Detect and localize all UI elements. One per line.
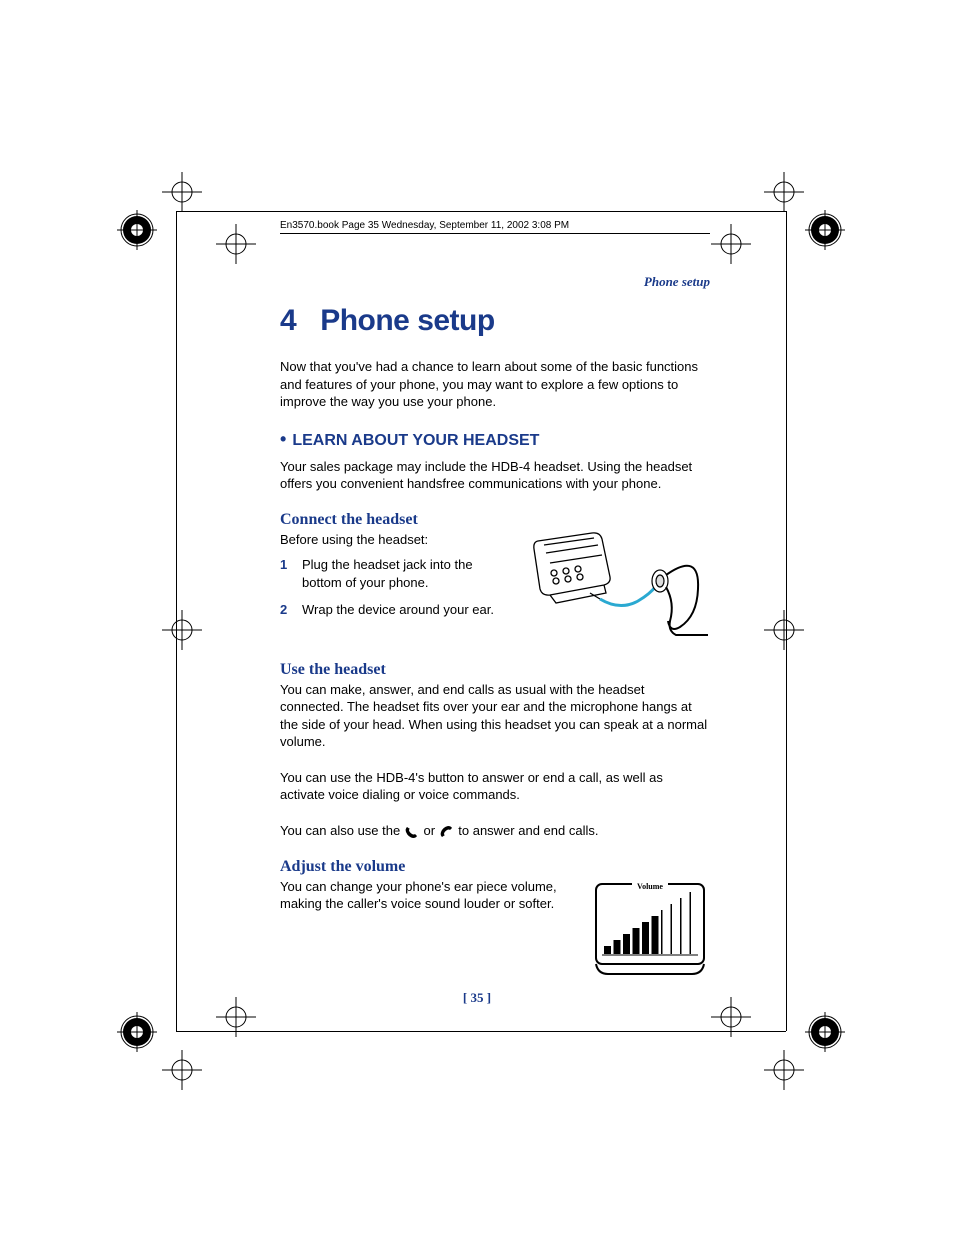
registration-target-icon [805, 210, 845, 250]
chapter-intro: Now that you've had a chance to learn ab… [280, 358, 710, 411]
list-item: 1 Plug the headset jack into the bottom o… [280, 556, 710, 591]
chapter-title-text: Phone setup [320, 304, 495, 337]
crop-line-bottom [176, 1031, 786, 1032]
crop-line-top [176, 211, 786, 212]
step-number: 2 [280, 601, 287, 619]
subsection-connect-title: Connect the headset [280, 511, 710, 529]
use-p3: You can also use the or to answer and en… [280, 822, 710, 840]
section-body: Your sales package may include the HDB-4… [280, 458, 710, 493]
imposition-header: En3570.book Page 35 Wednesday, September… [280, 220, 710, 234]
section-title: LEARN ABOUT YOUR HEADSET [292, 432, 539, 449]
registration-cross-icon [711, 224, 751, 264]
registration-cross-icon [764, 610, 804, 650]
volume-label: Volume [637, 882, 663, 891]
text-fragment: You can also use the [280, 823, 404, 838]
use-p1: You can make, answer, and end calls as u… [280, 681, 710, 751]
volume-display: Volume [590, 878, 710, 983]
registration-cross-icon [764, 1050, 804, 1090]
call-icon [404, 825, 420, 839]
subsection-volume-title: Adjust the volume [280, 858, 710, 876]
connect-steps: 1 Plug the headset jack into the bottom o… [280, 556, 710, 619]
registration-target-icon [805, 1012, 845, 1052]
registration-cross-icon [162, 172, 202, 212]
registration-cross-icon [162, 1050, 202, 1090]
registration-cross-icon [216, 224, 256, 264]
registration-target-icon [117, 1012, 157, 1052]
step-text: Plug the headset jack into the bottom of… [302, 557, 473, 590]
running-head: Phone setup [280, 274, 710, 290]
registration-cross-icon [764, 172, 804, 212]
text-fragment: to answer and end calls. [458, 823, 598, 838]
bullet-icon: • [280, 429, 286, 449]
section-heading: • LEARN ABOUT YOUR HEADSET [280, 429, 710, 450]
chapter-title: 4 Phone setup [280, 304, 710, 338]
text-fragment: or [423, 823, 438, 838]
list-item: 2 Wrap the device around your ear. [280, 601, 710, 619]
page-content: En3570.book Page 35 Wednesday, September… [280, 220, 710, 988]
end-call-icon [439, 825, 455, 839]
volume-body: You can change your phone's ear piece vo… [280, 878, 560, 913]
step-number: 1 [280, 556, 287, 574]
registration-target-icon [117, 210, 157, 250]
subsection-use-title: Use the headset [280, 661, 710, 679]
page-number: [ 35 ] [0, 990, 954, 1006]
registration-cross-icon [162, 610, 202, 650]
chapter-number: 4 [280, 304, 296, 337]
step-text: Wrap the device around your ear. [302, 602, 494, 617]
use-p2: You can use the HDB-4's button to answer… [280, 769, 710, 804]
